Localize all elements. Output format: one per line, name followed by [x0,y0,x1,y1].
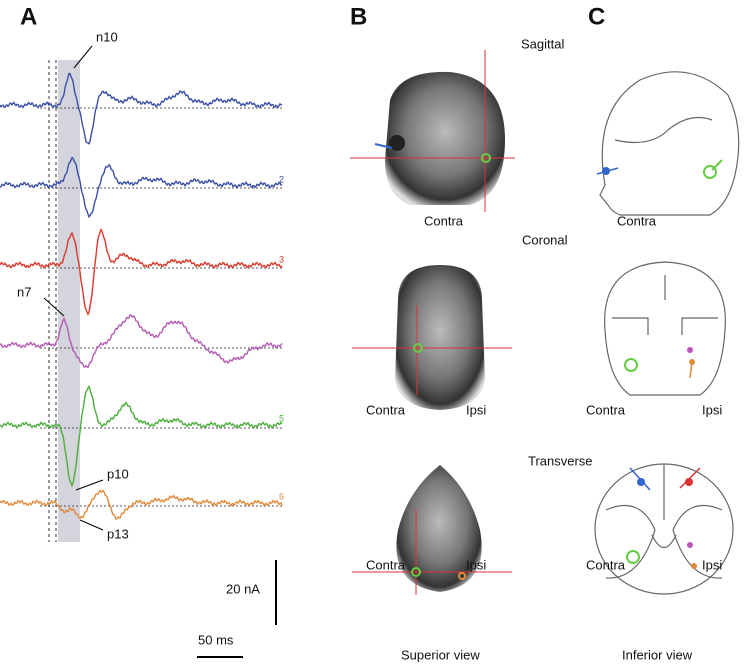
head-sagittal [599,71,740,216]
trace-number: 2 [279,174,284,184]
plane-label: Transverse [528,453,593,468]
dipole [411,567,421,577]
mri-eye [389,135,405,151]
dipole [624,358,638,372]
trace [0,385,283,488]
trace [0,156,283,219]
panel-label: A [20,3,37,30]
side-label: Contra [366,557,406,572]
dipole [711,159,723,171]
trace [0,228,283,316]
dipole [689,359,695,365]
side-label: Contra [586,557,626,572]
trace-number: 3 [279,254,284,264]
mri-coronal [395,265,485,410]
side-label: Contra [366,402,406,417]
mri-transverse [396,465,482,592]
side-label: Contra [617,213,657,228]
side-label: Ipsi [466,557,486,572]
dipole [626,550,640,564]
dipole [413,343,423,353]
dipole [602,167,610,175]
dipole [703,165,717,179]
traces [0,72,283,520]
dipole [637,478,645,486]
side-label: Contra [586,402,626,417]
view-label: Inferior view [622,647,693,662]
dipole [458,572,466,580]
head-coronal [604,261,726,396]
trace-number: 6 [279,491,284,501]
trace-number: 5 [279,413,284,423]
side-label: Ipsi [702,557,722,572]
dipole [687,347,693,353]
arrow [43,297,65,317]
scale-label: 20 nA [226,581,260,596]
sulcus [605,464,723,579]
peak-label: p10 [107,466,129,481]
panel-label: C [588,3,605,30]
sulcus [614,117,713,143]
view-label: Superior view [401,647,480,662]
peak-label: n7 [17,284,31,299]
trace [0,72,283,145]
mri-sagittal [385,71,505,205]
arrow [75,479,104,491]
sulcus [612,275,718,335]
plane-label: Sagittal [521,36,564,51]
dipole [374,143,393,149]
dipole [685,478,693,486]
dipole [691,563,697,569]
arrow [73,45,93,69]
side-label: Ipsi [702,402,722,417]
dipole [679,467,701,489]
side-label: Contra [424,213,464,228]
peak-label: n10 [96,29,118,44]
plane-label: Coronal [522,232,568,247]
trace [0,314,283,369]
panel-label: B [350,3,367,30]
latency-band [58,60,80,542]
side-label: Ipsi [466,402,486,417]
trace [0,489,283,520]
arrow [79,519,104,531]
dipole [687,542,693,548]
dipole [481,153,491,163]
peak-label: p13 [107,526,129,541]
scale-label: 50 ms [198,632,234,647]
